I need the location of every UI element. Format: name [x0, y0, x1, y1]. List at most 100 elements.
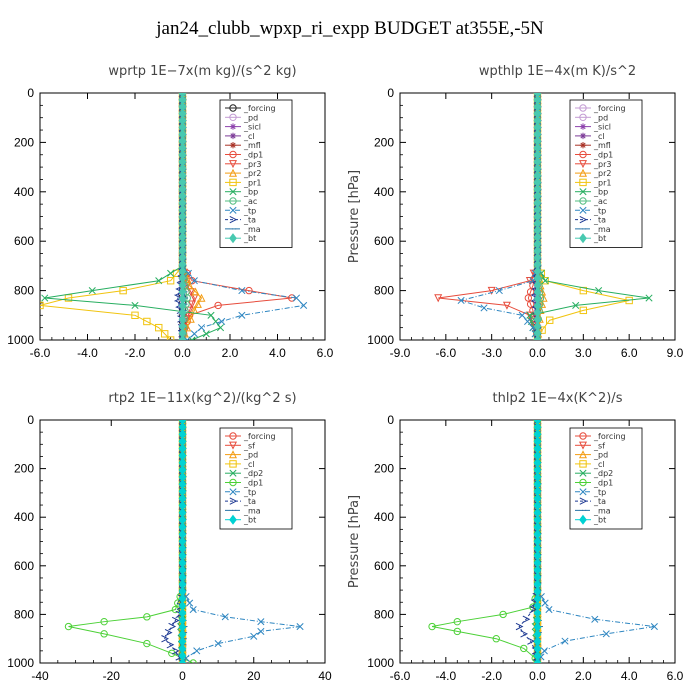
legend-label: _cl: [243, 460, 255, 469]
data-point: [178, 334, 187, 340]
data-point: [183, 336, 191, 340]
series-bt: [178, 93, 187, 340]
x-tick-label: -6.0: [435, 346, 456, 360]
data-point: [143, 613, 151, 621]
x-tick-label: 9.0: [667, 346, 684, 360]
legend-label: _dp1: [593, 479, 613, 488]
y-tick-label: 600: [14, 234, 34, 248]
y-tick-label: 200: [14, 462, 34, 476]
data-point: [187, 300, 197, 309]
legend-entry: _tp: [225, 488, 256, 497]
legend-entry: _dp2: [575, 469, 613, 478]
legend-marker: [579, 123, 587, 130]
data-point: [518, 311, 526, 319]
data-point: [526, 311, 534, 319]
legend-entry: _ma: [575, 506, 611, 515]
data-point: [245, 286, 253, 295]
data-point: [300, 301, 308, 309]
legend-label: _pd: [593, 113, 608, 122]
legend-label: _pr3: [243, 160, 261, 169]
data-point: [100, 617, 108, 626]
y-tick-label: 0: [387, 413, 394, 427]
data-point: [155, 323, 163, 332]
data-point: [515, 622, 524, 631]
legend-label: _sicl: [243, 123, 261, 132]
panel-title: wpthlp 1E−4x(m K)/s^2: [479, 64, 636, 79]
legend-marker: [229, 113, 237, 122]
legend-label: _bp: [243, 188, 258, 197]
legend-marker: [578, 160, 588, 169]
data-point: [100, 630, 108, 638]
x-tick-label: 0.0: [174, 346, 191, 360]
legend-marker: [229, 469, 237, 477]
legend-entry: _pr3: [225, 160, 261, 169]
data-point: [540, 647, 548, 655]
data-point: [166, 336, 175, 340]
legend-marker: [229, 497, 238, 505]
legend-entry: _pr2: [575, 168, 611, 178]
data-point: [88, 287, 96, 295]
chart-panel-3: rtp2 1E−11x(kg^2)/(kg^2 s) Pressure [hPa]…: [0, 391, 332, 683]
legend-label: _mfl: [243, 141, 261, 150]
legend-entry: _forcing: [575, 104, 626, 113]
y-tick-label: 0: [27, 413, 34, 427]
data-point: [257, 618, 265, 626]
data-point: [453, 627, 461, 636]
data-point: [579, 306, 588, 315]
legend: _forcing_sf_pd_cl_dp2_dp1_tp_ta_ma_bt: [219, 427, 293, 530]
legend-label: _dp2: [593, 469, 613, 478]
y-axis-label: Pressure [hPa]: [347, 170, 362, 263]
data-point: [533, 657, 542, 663]
data-point: [541, 277, 549, 285]
legend-marker: [578, 168, 588, 177]
legend-box: [219, 99, 293, 248]
legend-label: _pd: [243, 113, 258, 122]
legend-marker: [579, 132, 587, 140]
legend-label: _pr2: [593, 169, 611, 178]
data-point: [492, 635, 500, 643]
legend-label: _bt: [243, 234, 256, 243]
legend-label: _ma: [593, 506, 611, 515]
legend-entry: _pd: [225, 113, 258, 122]
data-point: [171, 605, 180, 614]
legend-label: _mfl: [593, 141, 611, 150]
legend-label: _pr2: [243, 169, 261, 178]
legend-marker: [579, 497, 588, 505]
data-point: [184, 269, 192, 277]
panel-title: thlp2 1E−4x(K^2)/s: [493, 391, 623, 406]
data-point: [161, 635, 170, 643]
x-tick-label: -4.0: [435, 669, 456, 683]
data-point: [186, 314, 195, 323]
x-tick-label: 4.0: [621, 669, 638, 683]
data-point: [41, 294, 49, 302]
data-point: [650, 622, 658, 631]
y-tick-label: 200: [374, 135, 394, 149]
y-tick-label: 200: [14, 135, 34, 149]
legend-entry: _ac: [575, 197, 607, 206]
x-tick-label: -6.0: [390, 669, 411, 683]
data-point: [191, 287, 200, 296]
data-point: [487, 286, 496, 295]
legend-entry: _bt: [575, 233, 606, 244]
legend-marker: [579, 113, 587, 122]
legend-label: _forcing: [593, 104, 626, 113]
legend-entry: _forcing: [225, 104, 276, 113]
series-pr3: [434, 93, 542, 340]
data-point: [453, 617, 461, 626]
legend-marker: [579, 104, 587, 112]
x-tick-label: 6.0: [667, 669, 684, 683]
legend-entry: _ta: [575, 216, 606, 225]
legend-label: _cl: [243, 132, 255, 141]
legend-marker: [579, 469, 587, 477]
data-point: [221, 613, 229, 621]
data-point: [131, 301, 139, 309]
legend-entry: _bt: [225, 233, 256, 244]
data-point: [529, 605, 538, 614]
data-point: [119, 286, 127, 295]
legend-marker: [229, 432, 237, 440]
legend-marker: [228, 160, 238, 169]
legend-entry: _dp2: [225, 469, 263, 478]
data-point: [189, 605, 197, 614]
legend-label: _dp1: [243, 151, 263, 160]
y-tick-label: 800: [374, 607, 394, 621]
